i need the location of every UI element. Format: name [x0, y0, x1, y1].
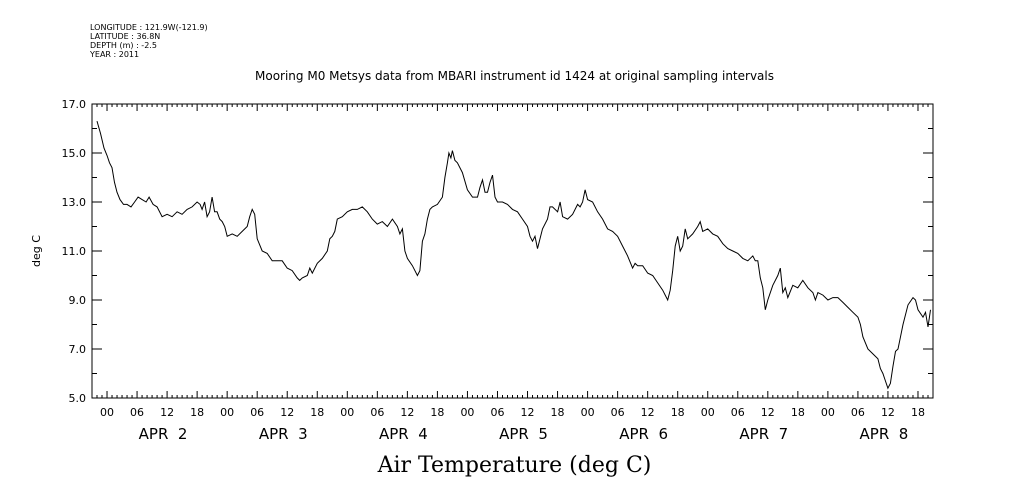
- x-tick-label: 06: [851, 406, 865, 419]
- axis-ticks: [92, 104, 933, 398]
- x-tick-label: 00: [220, 406, 234, 419]
- y-tick-label: 15.0: [62, 147, 87, 160]
- y-tick-label: 11.0: [62, 245, 87, 258]
- x-tick-label: 12: [400, 406, 414, 419]
- day-label: APR 5: [499, 425, 548, 443]
- y-tick-label: 17.0: [62, 98, 87, 111]
- x-tick-label: 06: [250, 406, 264, 419]
- y-tick-label: 9.0: [69, 294, 87, 307]
- day-label: APR 7: [739, 425, 788, 443]
- x-tick-label: 06: [490, 406, 504, 419]
- x-tick-label: 12: [881, 406, 895, 419]
- x-axis-day-labels: APR 2 APR 3 APR 4 APR 5 APR 6 APR 7 APR 8: [139, 425, 909, 443]
- longitude-label: LONGITUDE : 121.9W(-121.9): [90, 23, 208, 32]
- x-tick-label: 06: [731, 406, 745, 419]
- day-label: APR 8: [860, 425, 909, 443]
- day-label: APR 4: [379, 425, 428, 443]
- x-tick-label: 00: [821, 406, 835, 419]
- y-axis-tick-labels: 5.0 7.0 9.0 11.0 13.0 15.0 17.0: [62, 98, 87, 405]
- y-tick-label: 13.0: [62, 196, 87, 209]
- x-tick-label: 18: [190, 406, 204, 419]
- air-temperature-series-line: [96, 120, 931, 390]
- x-tick-label: 06: [370, 406, 384, 419]
- y-tick-label: 5.0: [69, 392, 87, 405]
- x-tick-label: 18: [791, 406, 805, 419]
- x-tick-label: 00: [460, 406, 474, 419]
- x-tick-label: 18: [430, 406, 444, 419]
- x-tick-label: 00: [100, 406, 114, 419]
- x-axis-tick-labels: 00 06 12 18 00 06 12 18 00 06 12 18 00 06 12 18 00 06 12 18…: [100, 406, 925, 419]
- x-tick-label: 00: [581, 406, 595, 419]
- x-tick-label: 12: [521, 406, 535, 419]
- plot-frame: [91, 103, 934, 399]
- x-tick-label: 18: [310, 406, 324, 419]
- x-tick-label: 06: [130, 406, 144, 419]
- x-tick-label: 18: [551, 406, 565, 419]
- day-label: APR 6: [619, 425, 668, 443]
- day-label: APR 3: [259, 425, 308, 443]
- x-tick-label: 00: [340, 406, 354, 419]
- latitude-label: LATITUDE : 36.8N: [90, 32, 161, 41]
- x-tick-label: 12: [280, 406, 294, 419]
- x-tick-label: 18: [671, 406, 685, 419]
- x-tick-label: 18: [911, 406, 925, 419]
- year-label: YEAR : 2011: [90, 50, 140, 59]
- x-tick-label: 12: [761, 406, 775, 419]
- chart-title: Mooring M0 Metsys data from MBARI instru…: [255, 69, 774, 83]
- depth-label: DEPTH (m) : -2.5: [90, 41, 157, 50]
- day-label: APR 2: [139, 425, 188, 443]
- x-tick-label: 00: [701, 406, 715, 419]
- y-tick-label: 7.0: [69, 343, 87, 356]
- y-axis-label: deg C: [30, 235, 43, 267]
- x-tick-label: 12: [641, 406, 655, 419]
- x-tick-label: 12: [160, 406, 174, 419]
- x-tick-label: 06: [611, 406, 625, 419]
- main-variable-label: Air Temperature (deg C): [377, 453, 652, 478]
